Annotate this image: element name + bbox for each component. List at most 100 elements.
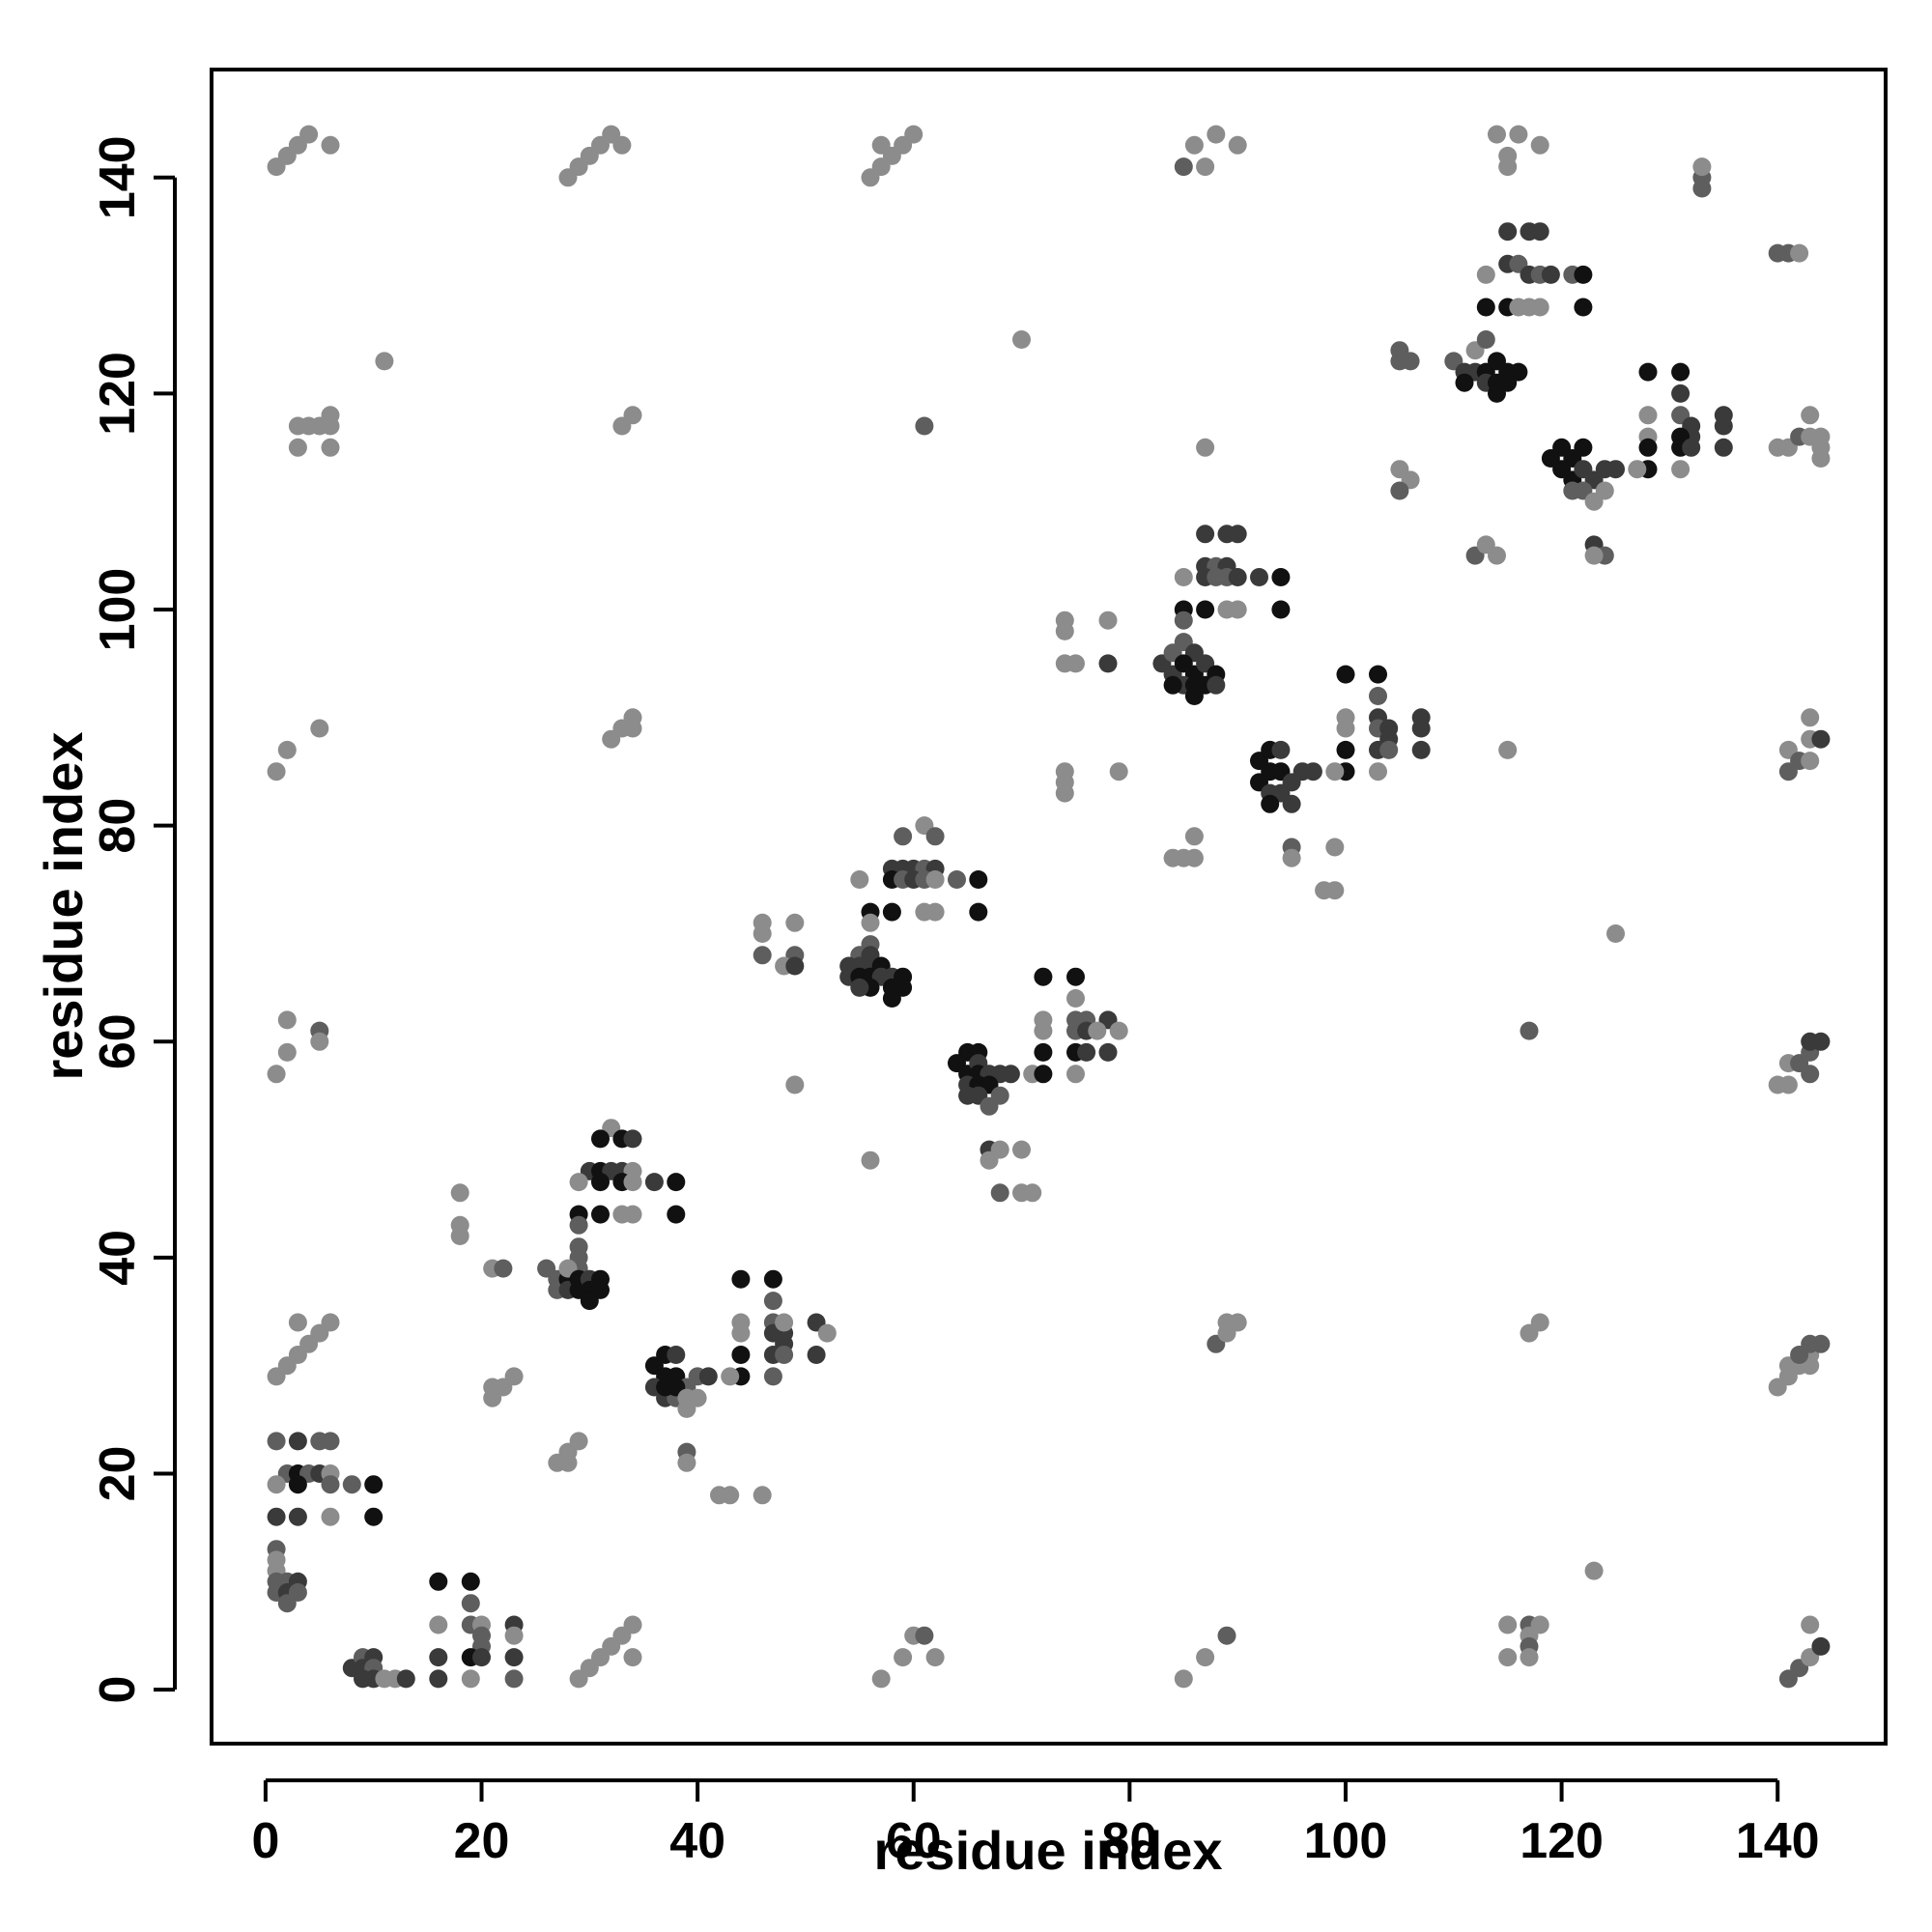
y-tick-label: 40 — [90, 1230, 146, 1286]
data-point — [1098, 1042, 1118, 1062]
plot-frame — [210, 68, 1888, 1746]
y-tick-label: 100 — [90, 568, 146, 652]
data-point — [612, 135, 632, 155]
data-point — [267, 1475, 286, 1494]
data-point — [925, 902, 945, 922]
data-point — [1584, 546, 1604, 565]
data-point — [1574, 438, 1593, 457]
data-point — [1488, 384, 1506, 403]
data-point — [904, 125, 923, 144]
data-point — [1303, 762, 1322, 781]
data-point — [591, 1129, 610, 1149]
data-point — [1077, 1042, 1096, 1062]
data-point — [1498, 157, 1518, 177]
data-point — [1282, 848, 1301, 867]
data-point — [472, 1648, 491, 1667]
data-point — [1196, 1648, 1215, 1667]
data-point — [364, 1475, 384, 1494]
data-point — [1174, 157, 1193, 177]
x-axis: 0 20 40 60 80 100 120 140 — [251, 1778, 1820, 1869]
data-point — [591, 1205, 610, 1224]
data-point — [1692, 179, 1712, 198]
data-point — [277, 740, 297, 759]
data-point — [504, 1669, 524, 1689]
data-point — [288, 438, 307, 457]
data-point — [753, 1486, 772, 1505]
data-point — [1671, 460, 1690, 479]
data-point — [1778, 762, 1798, 781]
data-point — [1541, 265, 1560, 284]
y-axis: 0 20 40 60 80 100 120 140 — [90, 135, 177, 1704]
data-point — [1282, 794, 1301, 813]
data-point — [591, 1280, 610, 1299]
data-point — [1638, 362, 1658, 382]
data-point — [450, 1227, 469, 1245]
data-point — [569, 1669, 588, 1689]
data-point — [1034, 1021, 1053, 1040]
data-point — [785, 913, 805, 932]
data-point — [1055, 783, 1074, 803]
data-point — [1228, 525, 1247, 544]
data-point — [1325, 881, 1345, 900]
data-point — [1066, 654, 1085, 673]
data-point — [1066, 989, 1085, 1008]
x-tick-label: 120 — [1520, 1813, 1604, 1869]
data-point — [667, 1205, 686, 1224]
data-point — [763, 1269, 782, 1289]
data-point — [1066, 967, 1085, 986]
data-point — [850, 870, 869, 889]
data-point — [775, 1346, 794, 1364]
data-point — [1411, 740, 1431, 759]
data-point — [1498, 1615, 1518, 1634]
data-point — [1498, 222, 1518, 242]
data-point — [721, 1486, 740, 1505]
data-point — [1390, 481, 1409, 500]
data-point — [494, 1259, 513, 1278]
data-point — [342, 1475, 361, 1494]
data-point — [1628, 460, 1647, 479]
data-point — [1325, 762, 1345, 781]
data-point — [288, 1507, 307, 1526]
data-point — [915, 416, 934, 436]
data-point — [504, 1367, 524, 1386]
data-point — [267, 762, 286, 781]
data-point — [1498, 1648, 1518, 1667]
data-point — [1811, 449, 1831, 468]
data-point — [1811, 1636, 1831, 1656]
data-point — [1790, 1346, 1809, 1364]
data-point — [1174, 1669, 1193, 1689]
data-point — [429, 1615, 448, 1634]
data-point — [321, 1475, 340, 1494]
data-point — [267, 1432, 286, 1451]
data-point — [731, 1323, 751, 1343]
data-point — [1012, 1140, 1031, 1159]
data-point — [1228, 600, 1247, 619]
data-point — [1671, 362, 1690, 382]
data-point — [288, 1583, 307, 1602]
data-point — [753, 946, 772, 965]
data-point — [980, 1151, 999, 1170]
data-point — [1098, 611, 1118, 630]
data-point — [1811, 729, 1831, 749]
data-point — [1714, 416, 1733, 436]
data-point — [1801, 708, 1820, 727]
data-point — [1066, 1065, 1085, 1084]
data-point — [753, 924, 772, 943]
y-tick-label: 60 — [90, 1013, 146, 1069]
data-point — [1034, 1042, 1053, 1062]
data-point — [1682, 438, 1701, 457]
x-tick-label: 0 — [251, 1813, 279, 1869]
data-point — [1228, 568, 1247, 586]
data-point — [980, 1096, 999, 1116]
data-point — [785, 956, 805, 976]
data-point — [1184, 827, 1204, 846]
data-point — [450, 1183, 469, 1203]
data-point — [623, 1129, 642, 1149]
data-point — [807, 1346, 826, 1364]
data-point — [925, 1648, 945, 1667]
data-point — [1012, 330, 1031, 349]
data-point — [817, 1323, 837, 1343]
x-tick-label: 20 — [454, 1813, 510, 1869]
data-point — [1163, 675, 1182, 695]
